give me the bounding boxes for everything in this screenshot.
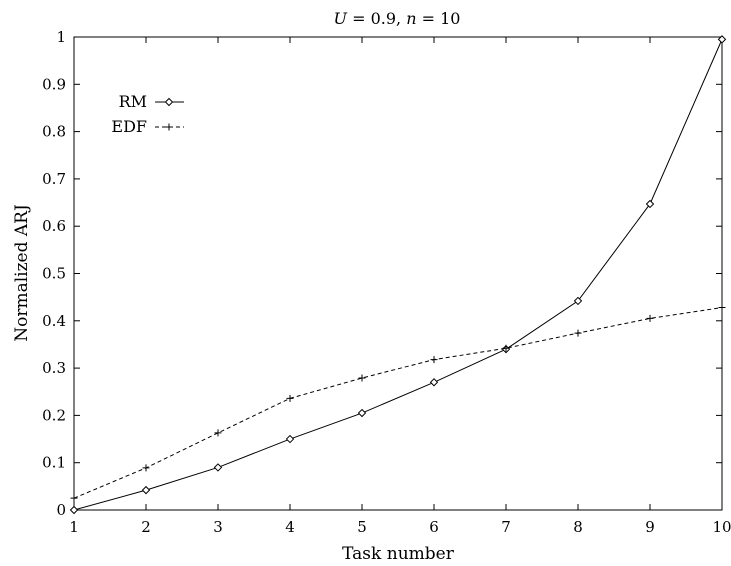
data-point-edf [70, 494, 78, 502]
chart-title: U = 0.9, n = 10 [334, 9, 461, 28]
data-point-rm [645, 199, 655, 209]
data-point-rm [285, 434, 295, 444]
x-tick-label: 4 [285, 518, 295, 536]
data-point-edf [574, 329, 582, 337]
legend-marker-rm [164, 97, 174, 107]
series-line-rm [73, 39, 723, 511]
data-point-rm [69, 505, 79, 515]
y-tick-label: 0.2 [42, 406, 66, 424]
y-tick-label: 0.3 [42, 359, 66, 377]
data-point-rm [573, 296, 583, 306]
series-line-edf [73, 307, 723, 499]
y-tick-label: 0.5 [42, 265, 66, 283]
y-tick-label: 0.7 [42, 170, 66, 188]
axis-tick-labels: 1 2 3 4 5 6 7 8 9 10 0 0.1 0.2 0.3 0.4 0.5 0.6 0.7 0.8 0.9 1 [42, 28, 731, 536]
series-rm [69, 35, 727, 515]
data-point-rm [141, 485, 151, 495]
legend-label-rm: RM [119, 92, 147, 111]
y-tick-label: 0.4 [42, 312, 66, 330]
x-tick-label: 6 [429, 518, 439, 536]
y-axis-title: Normalized ARJ [12, 204, 32, 342]
data-point-edf [142, 464, 150, 472]
data-point-edf [502, 344, 510, 352]
legend-label-edf: EDF [111, 117, 147, 136]
x-tick-label: 9 [645, 518, 655, 536]
series-edf [70, 304, 726, 502]
data-point-edf [214, 429, 222, 437]
x-tick-label: 7 [501, 518, 511, 536]
data-point-rm [357, 408, 367, 418]
data-point-rm [429, 378, 439, 387]
data-point-rm [213, 463, 223, 472]
plot-frame [73, 36, 723, 511]
data-point-edf [286, 394, 294, 402]
x-axis-title: Task number [342, 544, 455, 564]
y-tick-label: 0.6 [42, 217, 66, 235]
series-layer [69, 35, 727, 515]
y-tick-label: 0.8 [42, 123, 66, 141]
x-tick-label: 8 [573, 518, 583, 536]
x-tick-label: 3 [213, 518, 223, 536]
data-point-edf [646, 314, 654, 322]
data-point-rm [717, 35, 727, 44]
x-tick-label: 2 [141, 518, 151, 536]
y-tick-label: 1 [56, 28, 66, 46]
data-point-edf [718, 304, 726, 312]
data-point-edf [430, 356, 438, 364]
y-tick-label: 0.9 [42, 75, 66, 93]
legend: RM EDF [111, 92, 184, 136]
axis-ticks [74, 37, 722, 510]
legend-marker-edf [165, 123, 173, 131]
x-tick-label: 5 [357, 518, 367, 536]
y-tick-label: 0 [56, 501, 66, 519]
y-tick-label: 0.1 [42, 454, 66, 472]
x-tick-label: 1 [69, 518, 79, 536]
x-tick-label: 10 [712, 518, 731, 536]
data-point-edf [358, 374, 366, 382]
